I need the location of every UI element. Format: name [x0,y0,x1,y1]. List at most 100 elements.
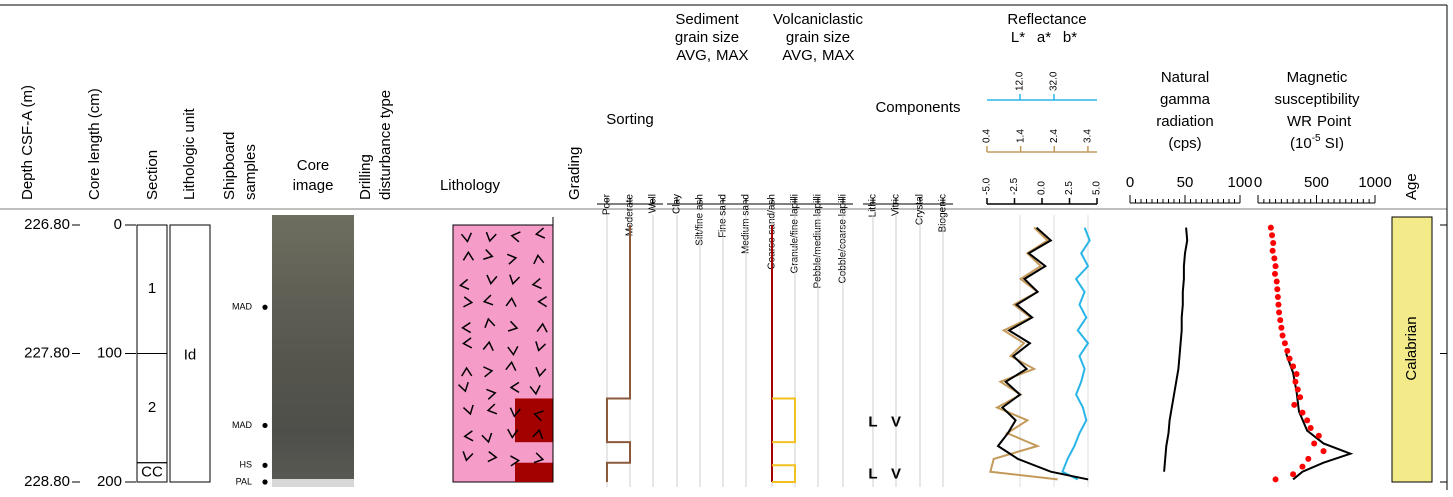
ngr-title: (cps) [1168,135,1201,152]
lithology-symbol [535,341,547,352]
lithology-symbol [462,337,473,349]
lithology-symbol [461,321,472,334]
ms-point [1267,224,1274,231]
core-image-end [272,479,354,487]
ms-unit: (10-5 SI) [1290,133,1344,152]
grain-avg-label: AVG, [676,47,711,64]
ms-point [1315,432,1322,439]
component-letter: L [868,413,877,430]
core-length-label: 0 [114,216,122,233]
ms-point [1276,309,1283,316]
lithology-symbol [510,231,521,243]
depth-label: 228.80 [24,473,70,490]
ms-point [1307,425,1314,432]
lithology-symbol [461,366,473,377]
ms-point [1271,255,1278,262]
sample-label: PAL [236,476,252,486]
lithology-symbol [507,320,519,332]
reflectance-tick-label: 5.0 [1092,181,1103,195]
depth-label: 227.80 [24,344,70,361]
lithology-symbol [537,295,548,308]
reflectance-tick-label: 0.0 [1037,181,1048,195]
reflectance-curve [1061,227,1091,481]
depth-label: 226.80 [24,216,70,233]
section-label: 2 [148,399,156,416]
ms-point [1274,286,1281,293]
lithology-symbol [532,428,544,440]
ms-point [1278,324,1285,331]
ms-point [1320,448,1327,455]
reflectance-legend: L* [1011,29,1025,46]
ms-point [1272,263,1279,270]
component-letter: V [891,413,901,430]
reflectance-curve [989,226,1058,481]
sample-dot [262,462,268,468]
component-letter: L [868,465,877,482]
lithology-symbol [486,274,498,286]
ngr-tick-label: 100 [1227,174,1252,191]
ms-point [1281,340,1288,347]
lithology-symbol [509,381,520,394]
core-length-label: 200 [97,473,122,490]
age-box [1391,216,1433,483]
reflectance-tick-label: 1.4 [1015,129,1026,143]
lithology-symbol [486,388,497,400]
ngr-tick-label: 0 [1126,174,1134,191]
ms-point [1269,232,1276,239]
header-label: Lithology [440,177,501,194]
lithology-symbol [535,366,547,378]
lithology-symbol [486,403,498,415]
grain-title: Sediment [675,11,739,28]
component-letter: V [891,465,901,482]
ms-point [1275,301,1282,308]
sorting-class-label: Poor [602,193,613,215]
lithology-symbol [507,345,519,357]
lithology-symbol [485,231,497,243]
component-class-label: Crystal [915,194,926,225]
ngr-tick-label: 50 [1177,174,1194,191]
ms-point [1299,409,1306,416]
header-label: Depth CSF-A (m) [19,85,36,200]
ms-unit-sup: -5 [1312,133,1321,144]
lithology-primary [452,224,554,483]
lithology-symbol [534,227,546,239]
ms-tick-label: 1000 [1358,174,1391,191]
lithology-symbol [510,455,521,467]
ms-point [1270,239,1277,246]
grain-max-label: MAX [716,47,749,64]
reflectance-tick-label: -5.0 [982,177,993,195]
header-label: disturbance type [377,90,394,200]
reflectance-title: Reflectance [1007,11,1086,28]
lithology-symbol [459,278,470,290]
ms-point [1311,440,1318,447]
ms-point [1304,417,1311,424]
lithology-symbol [505,296,517,308]
lithology-symbol [462,451,474,462]
lithology-symbol [483,366,494,378]
lithology-symbol [482,340,494,352]
ms-title: Magnetic [1287,69,1348,86]
header-label: Section [144,150,161,200]
lithology-symbol [529,385,541,396]
sample-dot [262,422,268,429]
ms-unit-part: SI) [1321,135,1344,152]
ms-point [1273,278,1280,285]
sample-label: HS [239,460,252,470]
header-label: Core length (cm) [86,88,103,200]
header-label: samples [242,144,259,200]
reflectance-tick-label: 0.4 [982,129,993,143]
sample-label: MAD [232,420,253,430]
ngr-curve [1163,227,1189,472]
header-label: Grading [566,147,583,200]
section-label: CC [141,463,163,480]
lithology-symbol [536,322,548,333]
header-label: Core [297,157,330,174]
ms-point [1292,378,1299,385]
ms-point [1286,355,1293,362]
age-label: Calabrian [1403,316,1420,380]
section-box [136,462,168,483]
reflectance-tick-label: -2.5 [1009,177,1020,195]
reflectance-tick-label: 2.5 [1064,181,1075,195]
unit-box [169,224,211,483]
